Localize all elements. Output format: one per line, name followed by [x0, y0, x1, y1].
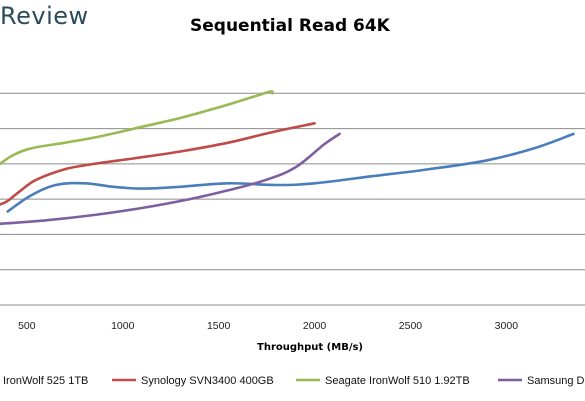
gridlines	[0, 92, 585, 306]
series-line-4	[0, 132, 341, 226]
x-tick-label: 2000	[303, 320, 327, 332]
x-tick-label: 1000	[111, 320, 135, 332]
series-lines	[0, 90, 575, 226]
series-line-1	[6, 132, 575, 213]
site-logo: Review	[0, 2, 89, 30]
legend-label-3: Seagate IronWolf 510 1.92TB	[325, 375, 470, 387]
x-tick-label: 500	[18, 320, 36, 332]
x-tick-labels: 500100015002000250030003	[18, 320, 519, 332]
legend-label-1: IronWolf 525 1TB	[3, 375, 88, 387]
legend: IronWolf 525 1TB Synology SVN3400 400GB Se…	[3, 375, 585, 387]
x-tick-label: 1500	[207, 320, 231, 332]
x-tick-label: 3000	[495, 320, 519, 332]
x-tick-label: 2500	[399, 320, 423, 332]
legend-label-4: Samsung D	[527, 375, 585, 387]
x-axis-label: Throughput (MB/s)	[257, 342, 363, 353]
series-line-3	[0, 90, 274, 166]
series-line-2	[0, 122, 316, 206]
chart-title: Sequential Read 64K	[190, 16, 390, 36]
legend-label-2: Synology SVN3400 400GB	[141, 375, 274, 387]
